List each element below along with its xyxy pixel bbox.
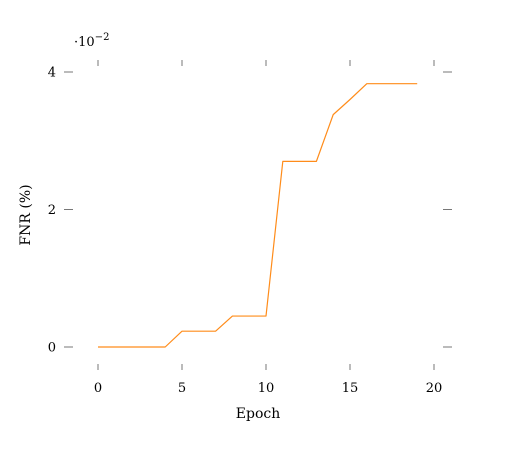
x-tick-label: 20	[426, 381, 443, 396]
labels-layer: ·10−2 Epoch FNR (%)	[18, 32, 280, 422]
x-tick-label: 15	[342, 381, 359, 396]
series-layer	[98, 83, 418, 348]
y-axis-label: FNR (%)	[18, 184, 34, 245]
fnr-series-line	[98, 83, 418, 348]
x-tick-label: 10	[258, 381, 275, 396]
x-tick-label: 5	[178, 381, 186, 396]
x-tick-label: 0	[94, 381, 102, 396]
y-tick-label: 2	[48, 203, 56, 218]
ticks: 0 5 10 15 20 0 2 4	[48, 60, 452, 396]
x-axis-label: Epoch	[236, 406, 280, 422]
y-tick-label: 4	[48, 66, 56, 81]
y-tick-label: 0	[48, 341, 56, 356]
y-scale-multiplier: ·10−2	[74, 32, 109, 50]
